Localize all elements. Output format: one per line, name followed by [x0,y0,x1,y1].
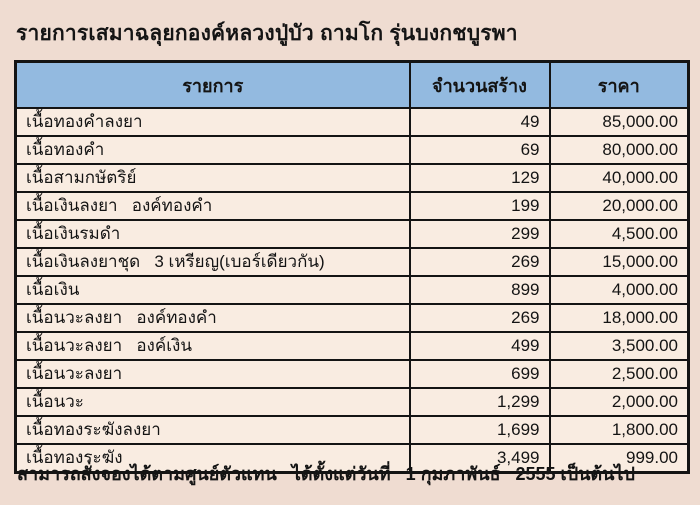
table-row: เนื้อเงินรมดำ 299 4,500.00 [14,219,690,249]
price-cell: 999.00 [548,443,690,474]
quantity-cell: 49 [408,107,551,137]
column-header-quantity: จำนวนสร้าง [408,60,551,109]
price-cell: 2,000.00 [548,387,690,417]
item-cell: เนื้อสามกษัตริย์ [14,163,411,193]
quantity-cell: 899 [408,275,551,305]
item-cell: เนื้อนวะลงยา องค์เงิน [14,331,411,361]
price-cell: 20,000.00 [548,191,690,221]
quantity-cell: 129 [408,163,551,193]
quantity-cell: 699 [408,359,551,389]
table-row: เนื้อนวะลงยา องค์เงิน 499 3,500.00 [14,331,690,361]
item-cell: เนื้อเงินลงยา องค์ทองคำ [14,191,411,221]
table-row: เนื้อเงินลงยา องค์ทองคำ 199 20,000.00 [14,191,690,221]
column-header-item: รายการ [14,60,411,109]
table-row: เนื้อนวะลงยา องค์ทองคำ 269 18,000.00 [14,303,690,333]
price-cell: 80,000.00 [548,135,690,165]
quantity-cell: 3,499 [408,443,551,474]
quantity-cell: 199 [408,191,551,221]
quantity-cell: 1,699 [408,415,551,445]
price-cell: 4,500.00 [548,219,690,249]
table-row: เนื้อทองคำลงยา 49 85,000.00 [14,107,690,137]
price-cell: 18,000.00 [548,303,690,333]
item-cell: เนื้อเงิน [14,275,411,305]
table-row: เนื้อนวะ 1,299 2,000.00 [14,387,690,417]
table-row: เนื้อทองคำ 69 80,000.00 [14,135,690,165]
item-cell: เนื้อทองระฆังลงยา [14,415,411,445]
table-row: เนื้อนวะลงยา 699 2,500.00 [14,359,690,389]
table-row: เนื้อทองระฆังลงยา 1,699 1,800.00 [14,415,690,445]
quantity-cell: 69 [408,135,551,165]
item-cell: เนื้อนวะลงยา องค์ทองคำ [14,303,411,333]
price-cell: 2,500.00 [548,359,690,389]
column-header-price: ราคา [548,60,690,109]
item-cell: เนื้อทองคำลงยา [14,107,411,137]
table-row: เนื้อเงิน 899 4,000.00 [14,275,690,305]
item-cell: เนื้อนวะ [14,387,411,417]
item-cell: เนื้อเงินรมดำ [14,219,411,249]
table-row: เนื้อสามกษัตริย์ 129 40,000.00 [14,163,690,193]
quantity-cell: 269 [408,247,551,277]
page-title: รายการเสมาฉลุยกองค์หลวงปู่บัว ถามโก รุ่น… [16,22,518,45]
quantity-cell: 1,299 [408,387,551,417]
price-cell: 1,800.00 [548,415,690,445]
item-cell: เนื้อทองระฆัง [14,443,411,474]
quantity-cell: 269 [408,303,551,333]
price-table: รายการ จำนวนสร้าง ราคา เนื้อทองคำลงยา 49… [14,60,690,474]
table-row: เนื้อทองระฆัง 3,499 999.00 [14,443,690,474]
footer-note: สามารถสั่งจองได้ตามศูนย์ตัวแทน ได้ตั้งแต… [17,464,635,484]
table-row: เนื้อเงินลงยาชุด 3 เหรียญ(เบอร์เดียวกัน)… [14,247,690,277]
price-cell: 40,000.00 [548,163,690,193]
item-cell: เนื้อนวะลงยา [14,359,411,389]
price-cell: 15,000.00 [548,247,690,277]
table-header-row: รายการ จำนวนสร้าง ราคา [14,60,690,109]
price-cell: 85,000.00 [548,107,690,137]
price-cell: 3,500.00 [548,331,690,361]
quantity-cell: 499 [408,331,551,361]
item-cell: เนื้อเงินลงยาชุด 3 เหรียญ(เบอร์เดียวกัน) [14,247,411,277]
item-cell: เนื้อทองคำ [14,135,411,165]
quantity-cell: 299 [408,219,551,249]
price-cell: 4,000.00 [548,275,690,305]
